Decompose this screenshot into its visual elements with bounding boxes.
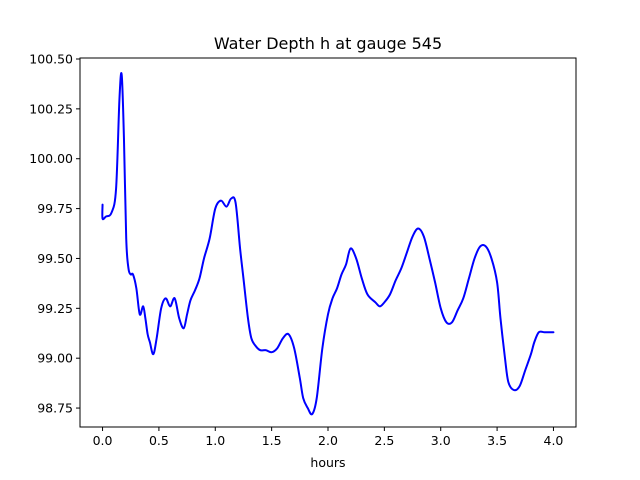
x-tick-label: 3.0	[431, 433, 451, 448]
y-tick-label: 99.00	[37, 351, 73, 366]
x-tick-label: 2.0	[318, 433, 338, 448]
x-axis-label: hours	[310, 455, 345, 470]
x-tick-label: 3.5	[487, 433, 507, 448]
x-tick-label: 1.5	[262, 433, 282, 448]
x-tick-label: 2.5	[374, 433, 394, 448]
x-tick-label: 0.5	[149, 433, 169, 448]
x-axis: 0.0 0.5 1.0 1.5 2.0 2.5 3.0 3.5 4.0	[93, 427, 564, 448]
x-tick-label: 1.0	[205, 433, 225, 448]
y-axis: 98.75 99.00 99.25 99.50 99.75 100.00 100.25 100…	[29, 51, 80, 416]
plot-frame	[79, 57, 577, 428]
y-tick-label: 98.75	[37, 401, 73, 416]
x-tick-label: 0.0	[93, 433, 113, 448]
y-tick-label: 100.00	[29, 151, 73, 166]
plot-area	[101, 72, 555, 416]
y-tick-label: 99.50	[37, 251, 73, 266]
series-line	[101, 72, 555, 416]
y-tick-label: 100.50	[29, 51, 73, 66]
y-tick-label: 99.25	[37, 301, 73, 316]
x-tick-label: 4.0	[544, 433, 564, 448]
chart-title: Water Depth h at gauge 545	[214, 34, 442, 53]
y-tick-label: 99.75	[37, 201, 73, 216]
y-tick-label: 100.25	[29, 101, 73, 116]
